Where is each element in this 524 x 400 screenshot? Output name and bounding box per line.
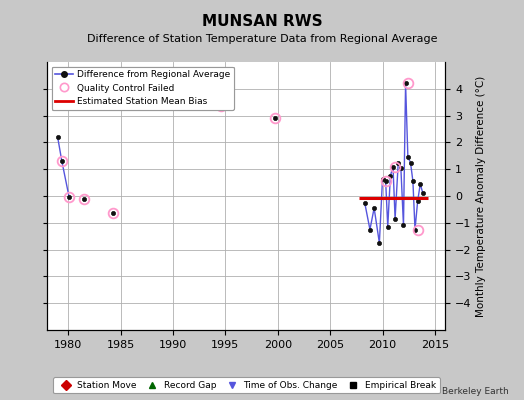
Text: Berkeley Earth: Berkeley Earth: [442, 387, 508, 396]
Text: MUNSAN RWS: MUNSAN RWS: [202, 14, 322, 29]
Legend: Difference from Regional Average, Quality Control Failed, Estimated Station Mean: Difference from Regional Average, Qualit…: [52, 66, 234, 110]
Text: Difference of Station Temperature Data from Regional Average: Difference of Station Temperature Data f…: [87, 34, 437, 44]
Legend: Station Move, Record Gap, Time of Obs. Change, Empirical Break: Station Move, Record Gap, Time of Obs. C…: [53, 377, 440, 394]
Y-axis label: Monthly Temperature Anomaly Difference (°C): Monthly Temperature Anomaly Difference (…: [476, 75, 486, 317]
